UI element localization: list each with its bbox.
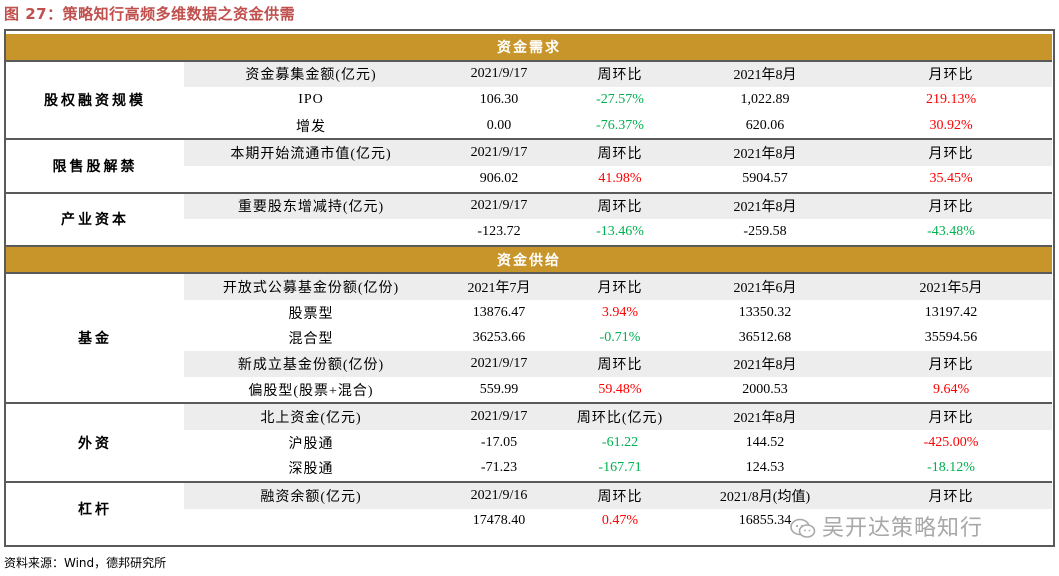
section-header-supply: 资金供给 — [6, 244, 1053, 274]
table-row: 杠杆 融资余额(亿元) 2021/9/16 周环比 2021/8月(均值) 月环… — [6, 481, 1053, 535]
table-row: 沪股通 -17.05 -61.22 144.52 -425.00% — [288, 434, 979, 452]
group-label: 外资 — [6, 402, 184, 483]
figure-title: 图 27：策略知行高频多维数据之资金供需 — [4, 5, 296, 23]
table-row: IPO 106.30 -27.57% 1,022.89 219.13% — [298, 91, 977, 107]
table-row: 股票型 13876.47 3.94% 13350.32 13197.42 — [288, 304, 978, 322]
table-row: 17478.40 0.47% 16855.34 — [472, 513, 792, 529]
table-row: 906.02 41.98% 5904.57 35.45% — [479, 170, 973, 186]
table-row: 增发 0.00 -76.37% 620.06 30.92% — [296, 117, 973, 135]
table-row: 新成立基金份额(亿份) 2021/9/17 周环比 2021年8月 月环比 — [6, 351, 1053, 377]
group-label: 杠杆 — [6, 481, 184, 535]
funding-table: 资金需求 股权融资规模 资金募集金额(亿元) 2021/9/17 周环比 202… — [6, 34, 1053, 535]
table-row: 偏股型(股票+混合) 559.99 59.48% 2000.53 9.64% — [248, 381, 970, 399]
table-row: 外资 北上资金(亿元) 2021/9/17 周环比(亿元) 2021年8月 月环… — [6, 402, 1053, 483]
group-label: 股权融资规模 — [6, 59, 184, 140]
table-row: 深股通 -71.23 -167.71 124.53 -18.12% — [288, 460, 975, 478]
group-label: 基金 — [6, 272, 184, 404]
table-row: 限售股解禁 本期开始流通市值(亿元) 2021/9/17 周环比 2021年8月… — [6, 138, 1053, 193]
group-label: 产业资本 — [6, 191, 184, 246]
table-row: 股权融资规模 资金募集金额(亿元) 2021/9/17 周环比 2021年8月 … — [6, 59, 1053, 140]
watermark: 吴开达策略知行 — [790, 510, 983, 542]
section-header-demand: 资金需求 — [6, 34, 1053, 61]
table-row: 混合型 36253.66 -0.71% 36512.68 35594.56 — [288, 330, 978, 348]
table-row: -123.72 -13.46% -259.58 -43.48% — [477, 223, 975, 239]
table-row: 基金 开放式公募基金份额(亿份) 2021年7月 月环比 2021年6月 202… — [6, 272, 1053, 404]
source-note: 资料来源：Wind，德邦研究所 — [4, 556, 167, 570]
table-frame — [4, 29, 1055, 547]
group-label: 限售股解禁 — [6, 138, 184, 193]
wechat-icon — [790, 518, 816, 540]
table-row: 产业资本 重要股东增减持(亿元) 2021/9/17 周环比 2021年8月 月… — [6, 191, 1053, 246]
